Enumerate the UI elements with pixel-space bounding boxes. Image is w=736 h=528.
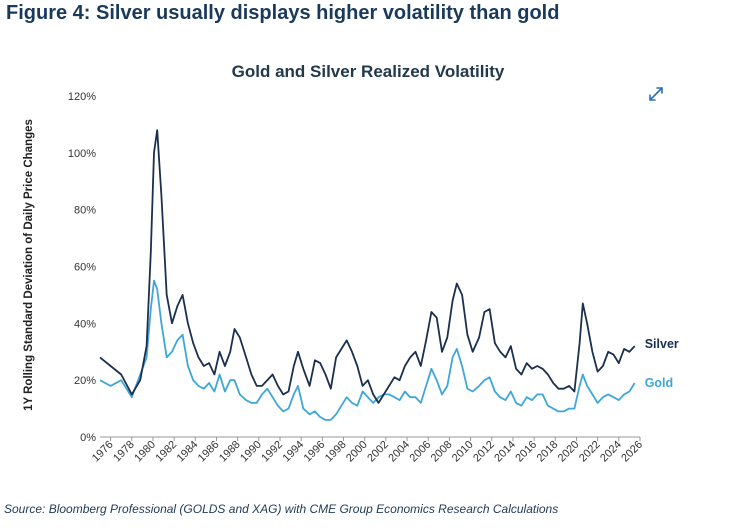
x-tick-label: 1988: [217, 439, 243, 465]
source-note: Source: Bloomberg Professional (GOLDS an…: [4, 502, 559, 516]
x-tick-label: 2026: [619, 439, 645, 465]
y-tick-label: 0%: [80, 432, 96, 444]
x-tick-label: 1984: [175, 439, 201, 465]
x-tick-label: 2006: [408, 439, 434, 465]
x-tick-label: 2012: [471, 439, 497, 465]
y-tick-label: 40%: [74, 318, 96, 330]
x-tick-label: 2016: [513, 439, 539, 465]
x-tick-label: 1990: [238, 439, 264, 465]
x-tick-label: 2008: [429, 439, 455, 465]
y-tick-label: 60%: [74, 262, 96, 274]
x-tick-label: 2014: [492, 439, 518, 465]
legend-silver: Silver: [645, 337, 679, 351]
x-tick-label: 2004: [386, 439, 412, 465]
x-tick-label: 2020: [556, 439, 582, 465]
figure-title: Figure 4: Silver usually displays higher…: [6, 2, 560, 24]
x-tick-label: 1996: [302, 439, 328, 465]
x-tick-label: 2010: [450, 439, 476, 465]
y-tick-label: 100%: [68, 148, 96, 160]
x-tick-label: 1986: [196, 439, 222, 465]
x-tick-label: 2002: [365, 439, 391, 465]
x-tick-label: 2000: [344, 439, 370, 465]
x-tick-label: 1994: [280, 439, 306, 465]
x-tick-label: 1982: [153, 439, 179, 465]
y-tick-label: 80%: [74, 205, 96, 217]
y-tick-label: 20%: [74, 375, 96, 387]
expand-icon[interactable]: [646, 84, 666, 104]
y-axis-label: 1Y Rolling Standard Deviation of Daily P…: [23, 119, 35, 411]
chart-title: Gold and Silver Realized Volatility: [231, 62, 505, 81]
x-tick-label: 2024: [598, 439, 624, 465]
legend-gold: Gold: [645, 376, 673, 390]
x-tick-label: 1998: [323, 439, 349, 465]
x-tick-label: 2022: [577, 439, 603, 465]
y-tick-label: 120%: [68, 91, 96, 103]
x-tick-label: 2018: [535, 439, 561, 465]
x-tick-label: 1980: [132, 439, 158, 465]
expand-icon-graphic: [649, 87, 663, 101]
y-axis-ticks: 0% 20% 40% 60% 80% 100% 120%: [68, 91, 96, 444]
x-tick-label: 1992: [259, 439, 285, 465]
x-tick-label: 1978: [111, 439, 137, 465]
x-axis-ticks: 1976197819801982198419861988199019921994…: [90, 437, 645, 464]
series-line-silver: [99, 129, 636, 404]
